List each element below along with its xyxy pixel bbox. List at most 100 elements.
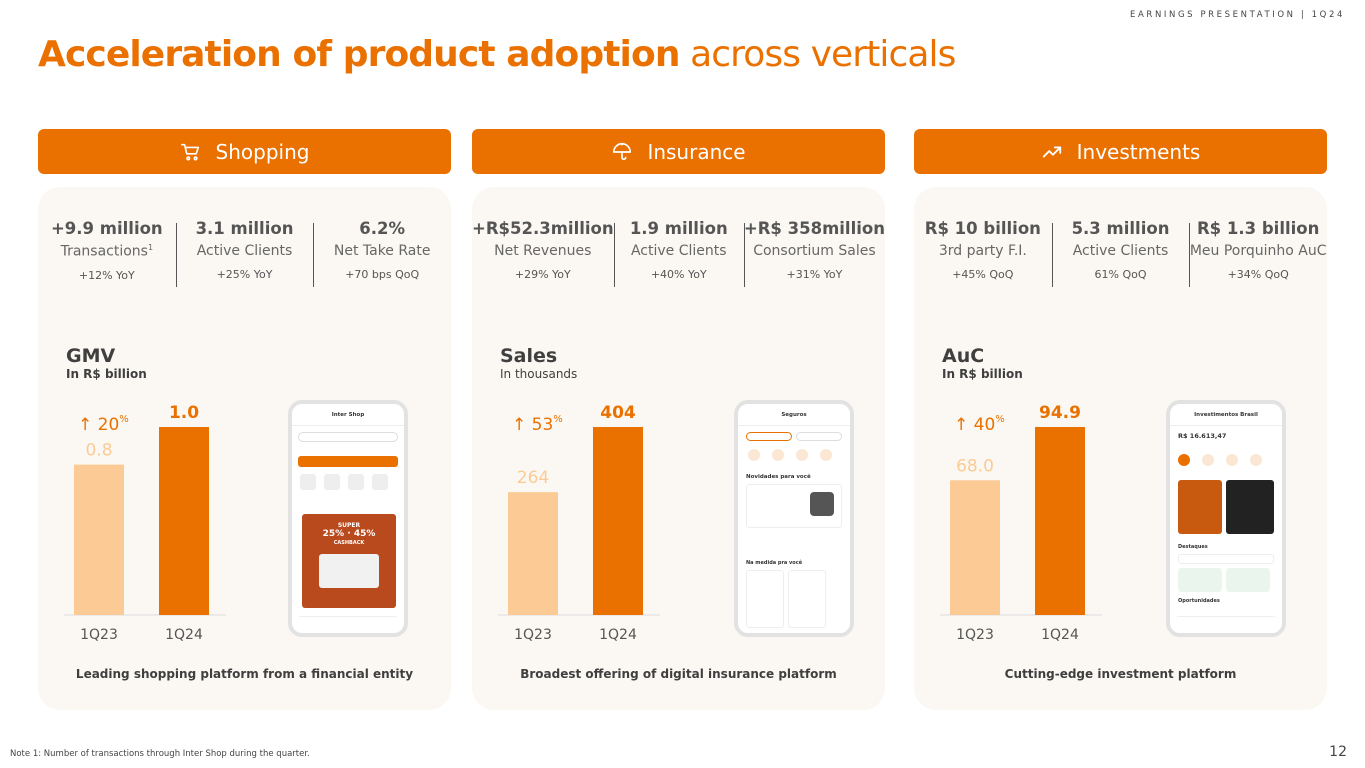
stat-label: Net Take Rate bbox=[333, 243, 431, 259]
stat-change: +40% YoY bbox=[650, 268, 707, 281]
bar-1q24 bbox=[159, 427, 209, 615]
phone-tile bbox=[324, 474, 340, 490]
stat-value: R$ 10 billion bbox=[924, 219, 1041, 238]
shopping-header-label: Shopping bbox=[215, 139, 310, 164]
chart-subtitle: In thousands bbox=[500, 367, 578, 381]
shopping-header: Shopping bbox=[38, 129, 451, 174]
phone-icon-dot bbox=[1178, 454, 1190, 466]
phone-mockup: Seguros Novidades para você Na medida pr… bbox=[734, 400, 854, 637]
phone-icon-dot bbox=[820, 449, 832, 461]
data-label: 1.0 bbox=[169, 403, 199, 423]
tick-label: 1Q23 bbox=[956, 627, 994, 643]
stat-net-take-rate: 6.2% Net Take Rate +70 bps QoQ bbox=[313, 219, 451, 287]
phone-tile bbox=[300, 474, 316, 490]
phone-section-title: Oportunidades bbox=[1178, 598, 1220, 604]
phone-promo-card bbox=[1178, 480, 1222, 534]
phone-tile bbox=[372, 474, 388, 490]
stat-change: 61% QoQ bbox=[1094, 268, 1147, 281]
stat-label: 3rd party F.I. bbox=[938, 243, 1027, 259]
phone-promo-card bbox=[1226, 480, 1274, 534]
page-title: Acceleration of product adoption across … bbox=[38, 34, 956, 75]
shopping-footer: Leading shopping platform from a financi… bbox=[75, 667, 414, 681]
data-label: 0.8 bbox=[85, 441, 112, 461]
insurance-header: Insurance bbox=[472, 129, 885, 174]
phone-balance: R$ 16.613,47 bbox=[1178, 432, 1227, 440]
phone-section-title: Na medida pra você bbox=[746, 560, 803, 566]
chart-title: GMV bbox=[66, 345, 116, 367]
shopping-column: Shopping +9.9 million Transactions1 +12%… bbox=[38, 129, 451, 710]
phone-card bbox=[1226, 568, 1270, 592]
arrow-up-icon: ↑ bbox=[78, 415, 93, 435]
investments-header: Investments bbox=[914, 129, 1327, 174]
growth-indicator: ↑ 53% bbox=[512, 414, 563, 435]
phone-card-image bbox=[810, 492, 834, 516]
stat-transactions: +9.9 million Transactions1 +12% YoY bbox=[38, 219, 176, 285]
stat-value: 1.9 million bbox=[629, 219, 728, 238]
footnote: Note 1: Number of transactions through I… bbox=[10, 749, 310, 759]
shopping-stats: +9.9 million Transactions1 +12% YoY 3.1 … bbox=[38, 219, 451, 287]
data-label: 94.9 bbox=[1039, 403, 1081, 423]
data-label: 404 bbox=[600, 403, 636, 423]
phone-promo-card: SUPER 25% · 45% CASHBACK bbox=[302, 514, 396, 608]
stat-net-revenues: +R$52.3million Net Revenues +29% YoY bbox=[472, 219, 614, 285]
phone-mockup: Investimentos Brasil R$ 16.613,47 Destaq… bbox=[1166, 400, 1286, 637]
phone-icon-dot bbox=[772, 449, 784, 461]
title-light: across verticals bbox=[690, 34, 956, 75]
phone-nav-bar bbox=[1176, 616, 1276, 632]
stat-active-clients: 5.3 million Active Clients 61% QoQ bbox=[1051, 219, 1190, 287]
data-label: 264 bbox=[517, 468, 549, 488]
tick-label: 1Q23 bbox=[80, 627, 118, 643]
stat-label: Meu Porquinho AuC bbox=[1189, 243, 1327, 259]
stat-meu-porquinho: R$ 1.3 billion Meu Porquinho AuC +34% Qo… bbox=[1189, 219, 1327, 287]
stat-change: +45% QoQ bbox=[952, 268, 1014, 281]
phone-title: Investimentos Brasil bbox=[1170, 404, 1282, 426]
chart-subtitle: In R$ billion bbox=[66, 367, 147, 381]
tick-label: 1Q23 bbox=[514, 627, 552, 643]
stat-change: +34% QoQ bbox=[1227, 268, 1289, 281]
shopping-cart-icon bbox=[180, 143, 199, 161]
stat-third-party-fi: R$ 10 billion 3rd party F.I. +45% QoQ bbox=[914, 219, 1052, 285]
tick-label: 1Q24 bbox=[1041, 627, 1079, 643]
chart-subtitle: In R$ billion bbox=[942, 367, 1023, 381]
investments-header-label: Investments bbox=[1076, 139, 1201, 164]
insurance-header-label: Insurance bbox=[647, 139, 746, 164]
stat-value: 5.3 million bbox=[1071, 219, 1170, 238]
stat-active-clients: 1.9 million Active Clients +40% YoY bbox=[613, 219, 744, 287]
phone-banner bbox=[298, 456, 398, 467]
phone-search-bar bbox=[298, 432, 398, 442]
stat-label: Active Clients bbox=[196, 243, 293, 259]
stat-active-clients: 3.1 million Active Clients +25% YoY bbox=[175, 219, 314, 287]
phone-chips bbox=[746, 546, 842, 554]
phone-row bbox=[1178, 554, 1274, 564]
data-label: 68.0 bbox=[956, 456, 994, 476]
phone-nav-bar bbox=[298, 616, 398, 632]
phone-icon-dot bbox=[1226, 454, 1238, 466]
phone-tile bbox=[348, 474, 364, 490]
insurance-stats: +R$52.3million Net Revenues +29% YoY 1.9… bbox=[472, 219, 885, 287]
stat-label: Consortium Sales bbox=[753, 243, 876, 259]
stat-value: +R$ 358million bbox=[743, 219, 885, 238]
stat-value: 3.1 million bbox=[195, 219, 294, 238]
stat-change: +29% YoY bbox=[514, 268, 571, 281]
stat-change: +31% YoY bbox=[786, 268, 843, 281]
bar-1q23 bbox=[950, 480, 1000, 615]
sales-chart: 264 1Q23 404 1Q24 bbox=[498, 403, 660, 643]
stat-change: +25% YoY bbox=[216, 268, 273, 281]
bar-1q23 bbox=[74, 464, 124, 615]
bar-1q23 bbox=[508, 492, 558, 615]
phone-icon-dot bbox=[1202, 454, 1214, 466]
growth-indicator: ↑ 40% bbox=[954, 414, 1005, 435]
chart-title: AuC bbox=[942, 345, 985, 367]
stat-value: R$ 1.3 billion bbox=[1196, 219, 1320, 238]
tick-label: 1Q24 bbox=[165, 627, 203, 643]
arrow-up-icon: ↑ bbox=[512, 415, 527, 435]
insurance-footer: Broadest offering of digital insurance p… bbox=[520, 667, 837, 681]
stat-label: Net Revenues bbox=[494, 243, 592, 259]
stat-consortium-sales: +R$ 358million Consortium Sales +31% YoY bbox=[743, 219, 885, 287]
phone-tab bbox=[746, 432, 792, 441]
phone-tab bbox=[796, 432, 842, 441]
phone-icon-dot bbox=[796, 449, 808, 461]
investments-column: Investments R$ 10 billion 3rd party F.I.… bbox=[914, 129, 1327, 710]
phone-title: Seguros bbox=[738, 404, 850, 426]
stat-value: +R$52.3million bbox=[472, 219, 614, 238]
